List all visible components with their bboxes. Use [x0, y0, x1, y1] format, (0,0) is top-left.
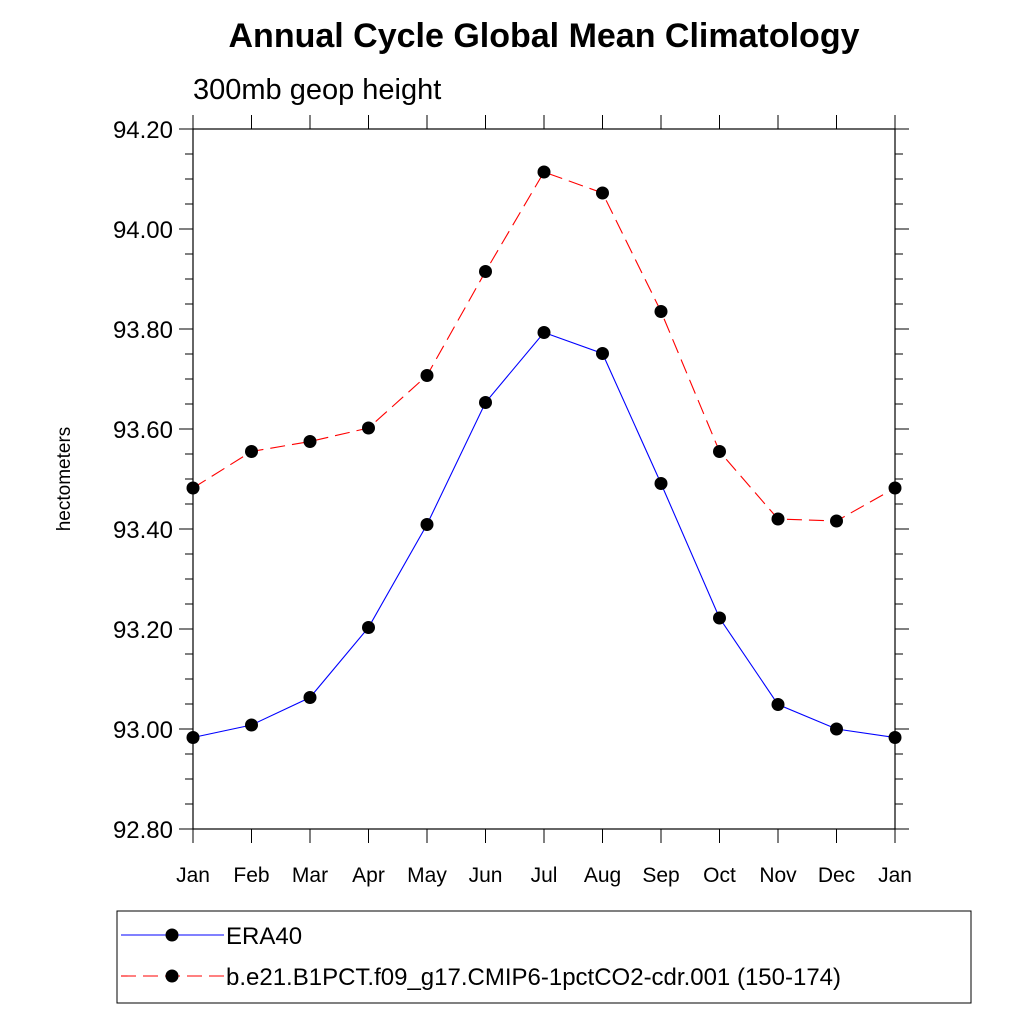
y-tick-label: 94.20	[113, 117, 173, 144]
y-tick-label: 93.80	[113, 317, 173, 344]
series-1-point	[654, 305, 668, 318]
x-tick-label: Sep	[642, 864, 679, 887]
legend-label-cmip6: b.e21.B1PCT.f09_g17.CMIP6-1pctCO2-cdr.00…	[226, 964, 841, 991]
x-tick-label: Nov	[759, 864, 797, 887]
y-tick-label: 93.60	[113, 417, 173, 444]
x-tick-label: Jun	[469, 864, 503, 887]
x-tick-label: Aug	[584, 864, 621, 887]
series-0-point	[245, 718, 258, 732]
series-1-point	[830, 514, 843, 528]
legend-label-era40: ERA40	[226, 923, 302, 950]
series-1-point	[888, 481, 902, 495]
series-0-point	[654, 477, 668, 490]
x-tick-label: Apr	[352, 864, 385, 887]
y-tick-label: 93.20	[113, 617, 173, 644]
series-0-point	[596, 347, 609, 360]
series-0-point	[830, 722, 843, 736]
x-tick-label: Mar	[292, 864, 328, 887]
plot-area: 92.80 93.00 93.20 93.40 93.60 93.80 94.00 94.20…	[113, 115, 912, 887]
series-1-point	[186, 481, 200, 495]
series-line-0	[192, 331, 896, 739]
chart-title: Annual Cycle Global Mean Climatology	[229, 17, 860, 55]
legend-marker-cmip6	[165, 969, 179, 983]
legend: ERA40 b.e21.B1PCT.f09_g17.CMIP6-1pctCO2-…	[116, 910, 972, 1004]
y-tick-label: 93.00	[113, 717, 173, 744]
y-tick-label: 93.40	[113, 517, 173, 544]
series-0-point	[420, 518, 434, 531]
series-1-point	[479, 265, 492, 278]
series-1-point	[713, 445, 726, 458]
y-tick-label: 94.00	[113, 217, 173, 244]
x-tick-label: Jan	[878, 864, 912, 887]
series-1-point	[362, 421, 375, 435]
chart-subtitle: 300mb geop height	[193, 74, 441, 106]
series-line-1	[192, 171, 896, 522]
series-0-point	[303, 691, 317, 704]
series-0-point	[362, 621, 375, 634]
x-tick-label: Jan	[176, 864, 210, 887]
y-axis-label: hectometers	[54, 427, 75, 532]
legend-marker-era40	[165, 928, 179, 942]
x-tick-label: Feb	[233, 864, 269, 887]
x-tick-label: Jul	[531, 864, 558, 887]
series-1-point	[420, 369, 434, 382]
series-0-point	[186, 731, 200, 744]
plot-frame	[192, 128, 896, 830]
series-1-point	[303, 435, 317, 448]
series-0-point	[537, 326, 551, 339]
x-tick-label: Oct	[703, 864, 736, 887]
x-tick-label: May	[407, 864, 447, 887]
series-1-point	[245, 445, 258, 458]
y-tick-label: 92.80	[113, 817, 173, 844]
x-tick-label: Dec	[818, 864, 855, 887]
series-0-point	[888, 731, 902, 744]
series-0-point	[771, 698, 785, 711]
legend-box	[116, 910, 972, 1004]
series-0-point	[713, 611, 726, 625]
series-1-point	[771, 512, 785, 526]
series-0-point	[479, 396, 492, 409]
series-1-point	[596, 186, 609, 200]
series-1-point	[537, 165, 551, 179]
